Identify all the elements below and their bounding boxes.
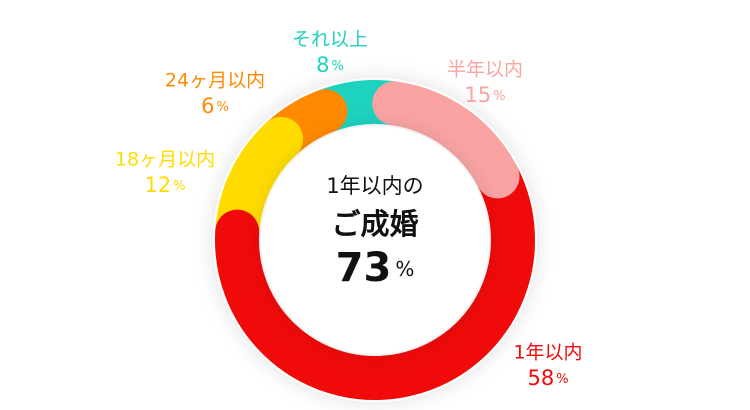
donut-segment [215, 154, 535, 400]
value-label: 58% [527, 366, 568, 390]
center-value: 73% [336, 245, 415, 291]
center-line: ご成婚 [331, 207, 418, 241]
segment-label: 半年以内 [447, 59, 523, 81]
segment-label: 1年以内 [513, 342, 582, 364]
donut [215, 80, 535, 400]
value-number: 12 [144, 173, 171, 197]
value-number: 58 [527, 366, 554, 390]
value-label: 12% [144, 173, 185, 197]
center-unit: % [395, 257, 414, 281]
value-label: 8% [316, 53, 344, 77]
segment-label: それ以上 [292, 29, 368, 51]
value-number: 15 [464, 83, 491, 107]
value-label: 15% [464, 83, 505, 107]
donut-segment [372, 81, 520, 199]
value-unit: % [493, 89, 505, 104]
value-unit: % [173, 179, 185, 194]
value-number: 6 [201, 94, 214, 118]
center-disc [261, 126, 489, 354]
value-unit: % [332, 59, 344, 74]
value-unit: % [217, 100, 229, 115]
value-number: 8 [316, 53, 329, 77]
value-unit: % [556, 372, 568, 387]
center-line: 1年以内の [326, 174, 423, 198]
segment-label: 24ヶ月以内 [165, 70, 265, 92]
value-label: 6% [201, 94, 229, 118]
segment-label: 18ヶ月以内 [115, 149, 215, 171]
center-number: 73 [336, 245, 392, 291]
